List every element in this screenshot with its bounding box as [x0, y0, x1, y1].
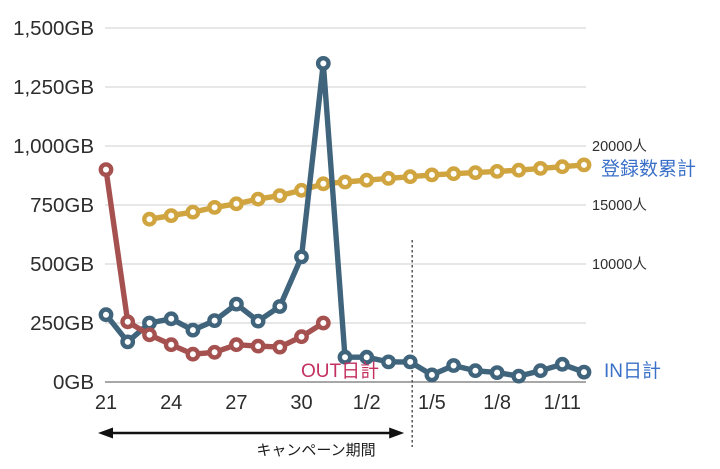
series-label-in: IN日計	[604, 361, 662, 382]
series-label-registrations: 登録数累計	[601, 159, 697, 180]
data-point	[554, 356, 570, 372]
data-point	[446, 358, 461, 373]
data-point	[163, 337, 179, 353]
data-point	[381, 354, 396, 370]
x-axis-tick: 27	[225, 392, 247, 414]
data-point	[294, 249, 309, 265]
data-point	[489, 365, 505, 380]
x-axis-tick: 1/11	[544, 392, 581, 414]
annotations	[98, 240, 413, 447]
x-axis-tick: 30	[290, 392, 312, 414]
axis-tick-labels: 0GB 250GB 500GB 750GB 1,000GB 1,250GB 1,500GB 2…	[13, 17, 647, 414]
data-point	[315, 315, 331, 331]
data-point	[576, 157, 592, 173]
data-point	[120, 334, 136, 350]
data-point	[554, 159, 570, 175]
data-point	[250, 191, 266, 207]
data-point	[511, 368, 527, 384]
right-axis-tick: 20000人	[592, 138, 647, 155]
data-point	[228, 337, 244, 353]
data-point	[142, 211, 157, 227]
data-point	[272, 188, 288, 204]
left-axis-tick: 250GB	[30, 312, 94, 335]
data-point	[446, 166, 461, 182]
left-axis-tick: 1,250GB	[13, 76, 94, 99]
data-point	[185, 322, 201, 338]
right-axis-tick: 15000人	[592, 197, 647, 214]
x-axis-tick: 1/2	[353, 392, 381, 414]
series-out-daily	[98, 162, 331, 362]
data-point	[359, 349, 375, 365]
data-point	[315, 56, 331, 71]
left-axis-tick: 1,000GB	[13, 135, 94, 158]
data-point	[467, 363, 483, 379]
data-point	[337, 174, 353, 190]
data-point	[576, 364, 592, 380]
data-point	[424, 367, 440, 383]
right-axis-tick: 10000人	[592, 256, 647, 273]
data-point	[185, 346, 201, 362]
data-point	[489, 163, 505, 179]
data-point	[163, 208, 179, 224]
x-axis-tick: 1/5	[418, 392, 446, 414]
data-point	[402, 169, 418, 185]
data-point	[294, 329, 309, 345]
data-point	[250, 338, 266, 354]
data-point	[98, 162, 114, 178]
data-point	[272, 339, 288, 355]
series-lines	[98, 56, 592, 384]
data-point	[207, 313, 223, 328]
data-point	[315, 176, 331, 192]
series-label-out: OUT日計	[301, 361, 380, 382]
data-point	[272, 299, 288, 314]
left-axis-tick: 500GB	[30, 253, 94, 276]
x-axis-tick: 24	[160, 392, 182, 414]
campaign-period-label: キャンペーン期間	[256, 442, 376, 459]
data-point	[402, 354, 418, 370]
data-point	[533, 160, 548, 176]
data-point	[424, 167, 440, 183]
gridlines	[105, 27, 586, 383]
data-point	[98, 307, 114, 323]
data-point	[359, 172, 375, 188]
data-point	[120, 314, 136, 330]
series-line-in-daily	[103, 60, 587, 379]
data-point	[228, 296, 244, 312]
data-point	[163, 311, 179, 327]
campaign-arrow-right-head	[389, 427, 405, 439]
data-point	[207, 199, 223, 215]
left-axis-tick: 0GB	[53, 371, 94, 394]
data-point	[337, 349, 353, 365]
series-in-daily	[98, 56, 592, 384]
data-point	[511, 162, 527, 178]
data-point	[467, 165, 483, 181]
series-registrations-cumulative	[142, 157, 592, 227]
x-axis-tick: 1/8	[483, 392, 511, 414]
left-axis-tick: 1,500GB	[13, 17, 94, 40]
data-point	[207, 344, 223, 360]
data-point	[533, 363, 548, 379]
data-point	[228, 196, 244, 212]
x-axis-tick: 21	[95, 392, 117, 414]
left-axis-tick: 750GB	[30, 194, 94, 217]
data-point	[381, 170, 396, 186]
data-point	[142, 315, 157, 331]
data-point	[250, 313, 266, 329]
campaign-arrow-left-head	[98, 427, 113, 439]
data-point	[294, 182, 309, 198]
data-point	[142, 327, 157, 343]
data-point	[185, 204, 201, 220]
